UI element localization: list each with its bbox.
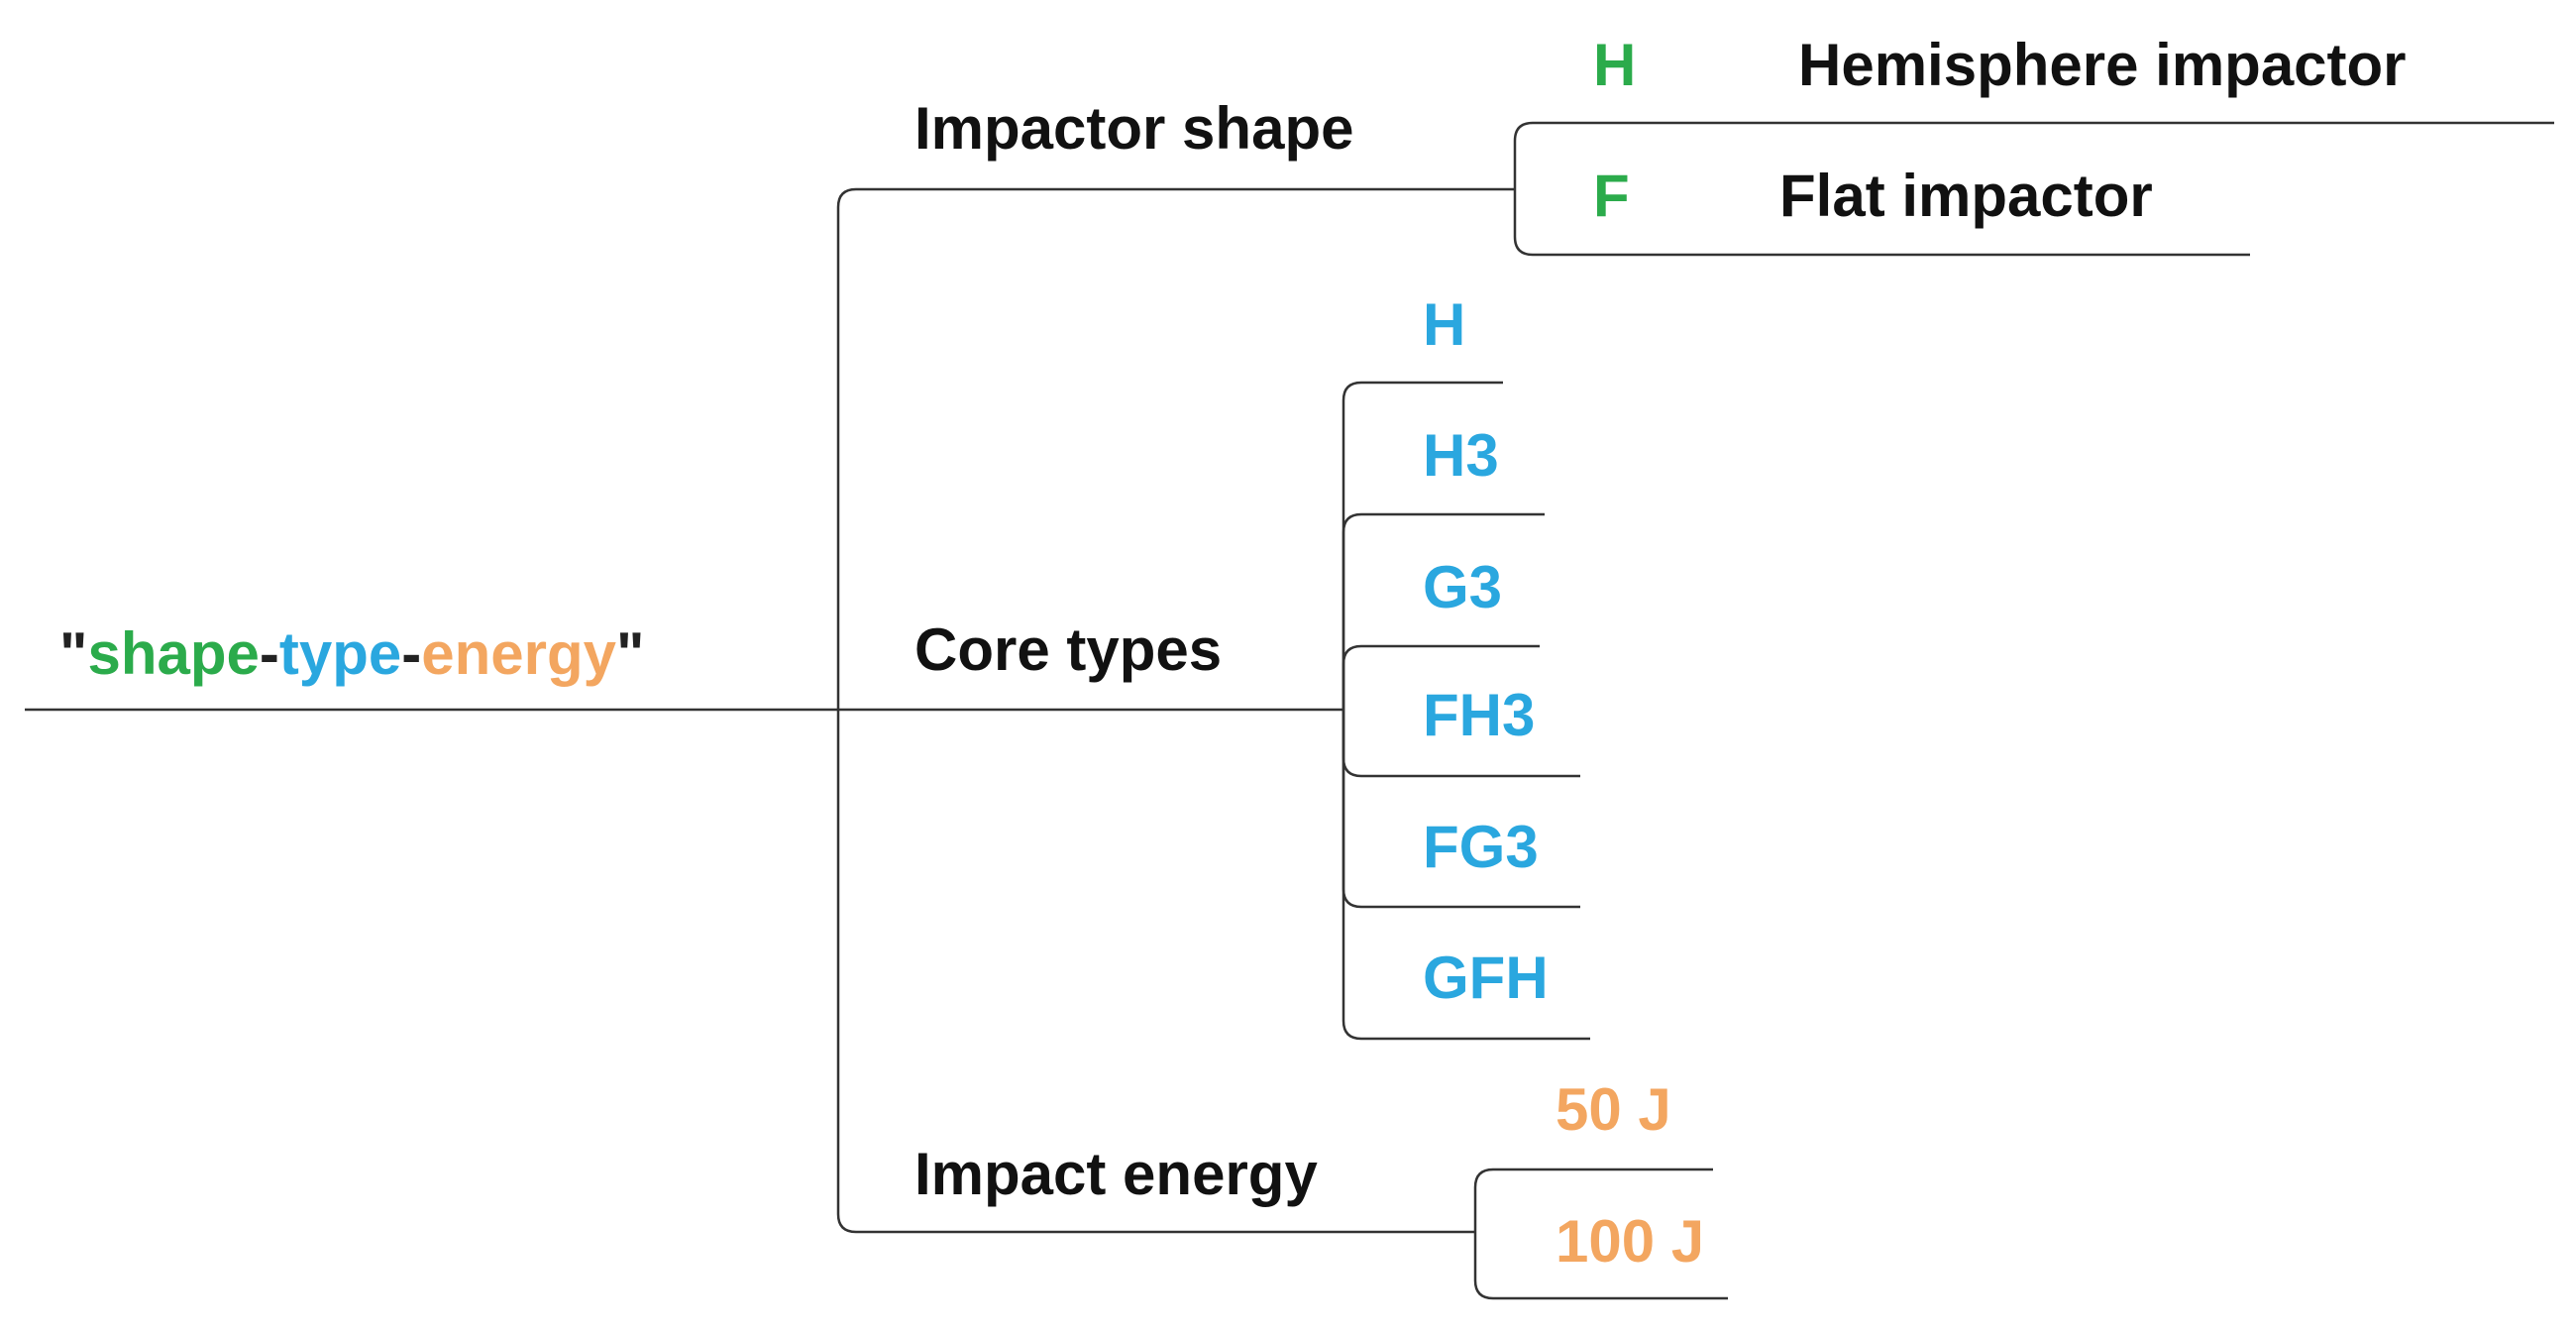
child-line — [1342, 710, 1590, 1041]
root-segment: - — [401, 620, 421, 687]
branch-label: Impact energy — [914, 1141, 1318, 1207]
child-line — [1473, 1232, 1728, 1300]
root-segment: - — [260, 620, 279, 687]
child-code: FG3 — [1423, 814, 1539, 880]
child-code: H3 — [1423, 422, 1499, 489]
branch-line — [836, 710, 1475, 1234]
branch-line — [836, 187, 1515, 710]
child-code: FH3 — [1423, 682, 1535, 748]
child-label: Flat impactor — [1779, 163, 2153, 229]
child-line — [1473, 1168, 1713, 1232]
child-line — [1513, 189, 2250, 257]
child-code: H — [1423, 291, 1465, 358]
root-segment: shape — [87, 620, 259, 687]
child-code: H — [1593, 32, 1636, 98]
child-line — [1342, 644, 1540, 710]
child-code: 100 J — [1556, 1208, 1704, 1275]
root-segment: " — [59, 620, 87, 687]
child-line — [1342, 381, 1503, 710]
branch-label: Impactor shape — [914, 95, 1353, 162]
child-code: F — [1593, 163, 1630, 229]
child-code: 50 J — [1556, 1076, 1671, 1143]
root-label: "shape-type-energy" — [59, 620, 644, 687]
child-code: GFH — [1423, 945, 1549, 1011]
child-code: G3 — [1423, 554, 1502, 620]
branch-label: Core types — [914, 616, 1222, 683]
child-label: Hemisphere impactor — [1798, 32, 2407, 98]
root-segment: type — [279, 620, 401, 687]
root-segment: " — [616, 620, 644, 687]
child-line — [1513, 121, 2554, 189]
root-segment: energy — [421, 620, 616, 687]
child-line — [1342, 512, 1545, 710]
